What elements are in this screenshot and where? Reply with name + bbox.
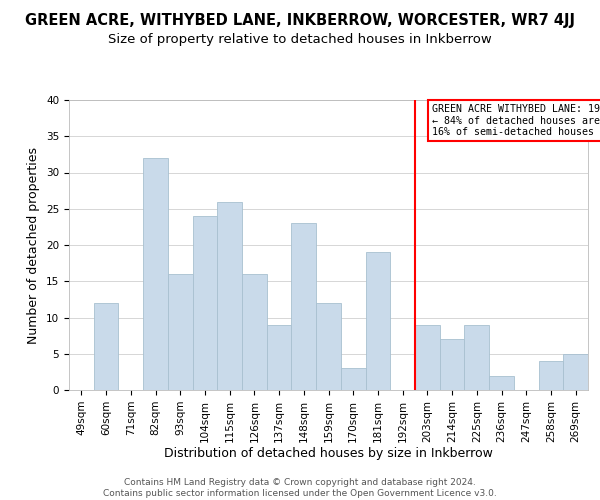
Bar [143,158,168,390]
Bar [415,325,440,390]
Text: Contains HM Land Registry data © Crown copyright and database right 2024.
Contai: Contains HM Land Registry data © Crown c… [103,478,497,498]
Bar [563,354,588,390]
Bar [193,216,217,390]
Text: Size of property relative to detached houses in Inkberrow: Size of property relative to detached ho… [108,32,492,46]
Bar [464,325,489,390]
Bar [539,361,563,390]
Bar [94,303,118,390]
Bar [217,202,242,390]
Bar [242,274,267,390]
Bar [267,325,292,390]
Text: GREEN ACRE, WITHYBED LANE, INKBERROW, WORCESTER, WR7 4JJ: GREEN ACRE, WITHYBED LANE, INKBERROW, WO… [25,12,575,28]
Bar [292,223,316,390]
Bar [440,339,464,390]
X-axis label: Distribution of detached houses by size in Inkberrow: Distribution of detached houses by size … [164,448,493,460]
Text: GREEN ACRE WITHYBED LANE: 193sqm
← 84% of detached houses are smaller (193)
16% : GREEN ACRE WITHYBED LANE: 193sqm ← 84% o… [432,104,600,137]
Bar [341,368,365,390]
Bar [365,252,390,390]
Y-axis label: Number of detached properties: Number of detached properties [28,146,40,344]
Bar [168,274,193,390]
Bar [316,303,341,390]
Bar [489,376,514,390]
